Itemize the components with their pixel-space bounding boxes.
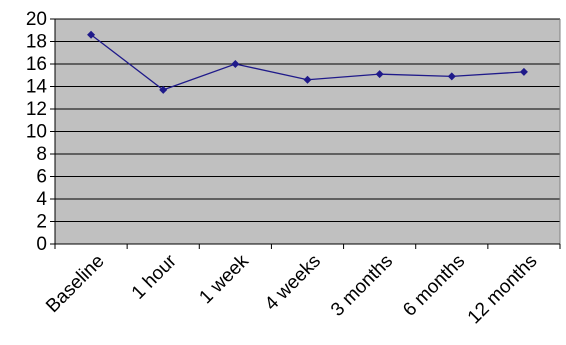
y-tick-label: 0 bbox=[36, 234, 47, 255]
x-category-label: 1 week bbox=[195, 250, 253, 308]
x-category-label: 6 months bbox=[399, 251, 469, 321]
data-point bbox=[303, 75, 312, 84]
x-category-label: 12 months bbox=[464, 251, 542, 329]
y-tick-label: 2 bbox=[36, 212, 47, 233]
y-tick-label: 20 bbox=[26, 9, 47, 30]
data-point bbox=[159, 85, 168, 94]
data-point bbox=[447, 72, 456, 81]
data-point bbox=[231, 60, 240, 68]
y-tick-label: 4 bbox=[36, 189, 47, 210]
y-tick-label: 10 bbox=[26, 122, 47, 143]
y-tick-label: 18 bbox=[26, 32, 47, 53]
y-tick-label: 16 bbox=[26, 54, 47, 75]
data-point bbox=[375, 70, 384, 79]
y-tick-label: 6 bbox=[36, 167, 47, 188]
y-tick-label: 14 bbox=[26, 77, 48, 98]
data-point bbox=[87, 30, 96, 39]
data-point bbox=[519, 67, 528, 76]
x-category-label: Baseline bbox=[42, 251, 108, 317]
x-category-label: 1 hour bbox=[128, 250, 181, 303]
x-category-label: 4 weeks bbox=[261, 251, 325, 315]
y-tick-label: 12 bbox=[26, 99, 47, 120]
x-category-label: 3 months bbox=[327, 251, 397, 321]
y-tick-label: 8 bbox=[36, 144, 47, 165]
